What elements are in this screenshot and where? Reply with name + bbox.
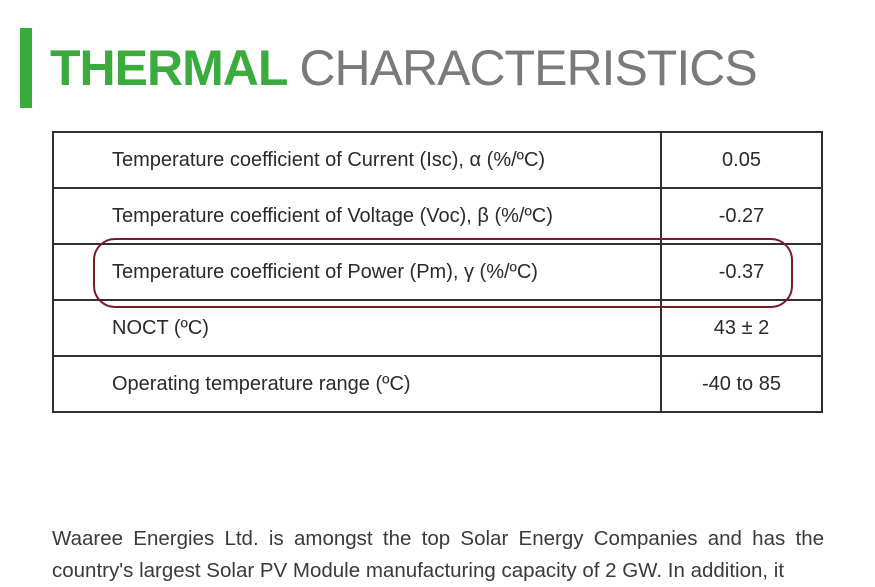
thermal-characteristics-table: Temperature coefficient of Current (Isc)… bbox=[52, 131, 823, 413]
table-row: NOCT (ºC) 43 ± 2 bbox=[52, 299, 823, 357]
page-title-bold: THERMAL bbox=[50, 40, 288, 96]
table-cell-value: 0.05 bbox=[660, 131, 823, 189]
table-row: Temperature coefficient of Power (Pm), γ… bbox=[52, 243, 823, 301]
table-cell-parameter: Temperature coefficient of Voltage (Voc)… bbox=[52, 187, 662, 245]
table-row: Operating temperature range (ºC) -40 to … bbox=[52, 355, 823, 413]
table-cell-value: -40 to 85 bbox=[660, 355, 823, 413]
heading-accent-bar bbox=[20, 28, 32, 108]
table-cell-value: -0.37 bbox=[660, 243, 823, 301]
table-cell-parameter: NOCT (ºC) bbox=[52, 299, 662, 357]
table-cell-parameter: Temperature coefficient of Power (Pm), γ… bbox=[52, 243, 662, 301]
body-paragraph: Waaree Energies Ltd. is amongst the top … bbox=[52, 527, 824, 582]
page-title-light: CHARACTERISTICS bbox=[299, 40, 757, 96]
table-cell-value: -0.27 bbox=[660, 187, 823, 245]
table-row: Temperature coefficient of Current (Isc)… bbox=[52, 131, 823, 189]
table-cell-parameter: Operating temperature range (ºC) bbox=[52, 355, 662, 413]
table-row: Temperature coefficient of Voltage (Voc)… bbox=[52, 187, 823, 245]
page-title: THERMAL CHARACTERISTICS bbox=[50, 36, 758, 100]
table-cell-value: 43 ± 2 bbox=[660, 299, 823, 357]
table-cell-parameter: Temperature coefficient of Current (Isc)… bbox=[52, 131, 662, 189]
